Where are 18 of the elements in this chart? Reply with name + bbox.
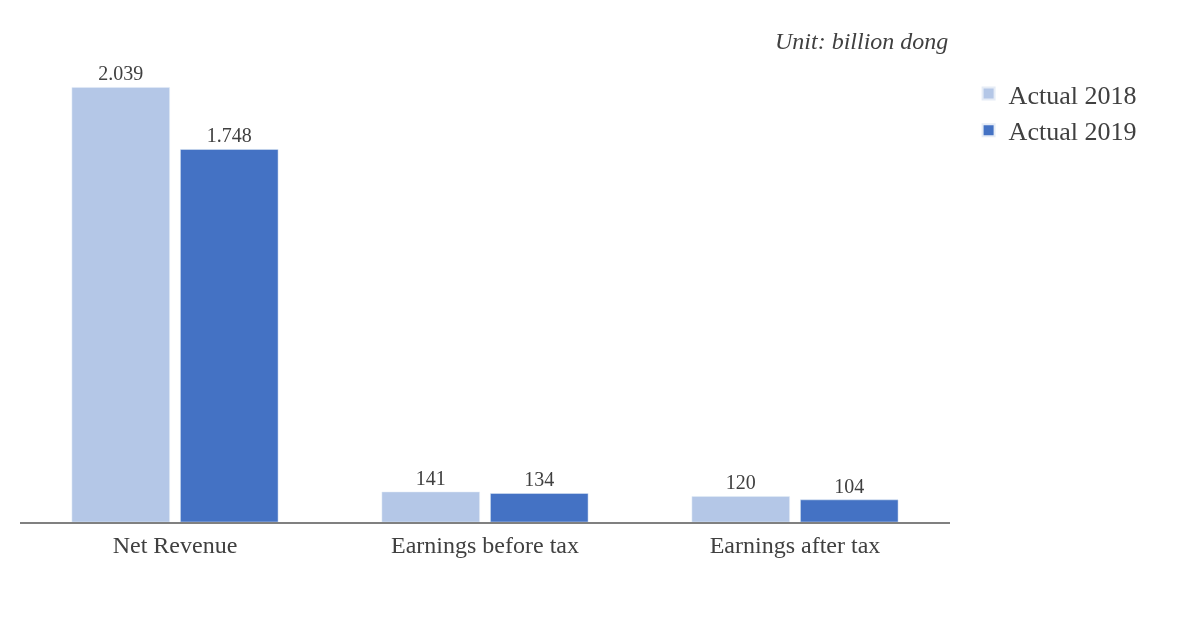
x-tick-label: Net Revenue bbox=[112, 531, 238, 558]
x-tick-label: Earnings after tax bbox=[709, 531, 881, 558]
legend-label: Actual 2018 bbox=[1008, 80, 1137, 110]
x-tick-label: Earnings before tax bbox=[391, 531, 579, 558]
data-label: 120 bbox=[725, 471, 756, 494]
bar bbox=[490, 493, 589, 522]
bar bbox=[381, 491, 480, 522]
data-label: 1.748 bbox=[206, 124, 252, 147]
bar bbox=[691, 496, 790, 522]
bar bbox=[71, 87, 170, 522]
legend-label: Actual 2019 bbox=[1008, 117, 1137, 147]
text: Unit: billion dong bbox=[775, 28, 949, 54]
data-label: 134 bbox=[524, 468, 555, 491]
data-label: 104 bbox=[834, 474, 865, 497]
data-label: 2.039 bbox=[98, 62, 144, 85]
data-label: 141 bbox=[415, 466, 446, 489]
bar bbox=[800, 499, 899, 522]
bar bbox=[180, 149, 279, 522]
